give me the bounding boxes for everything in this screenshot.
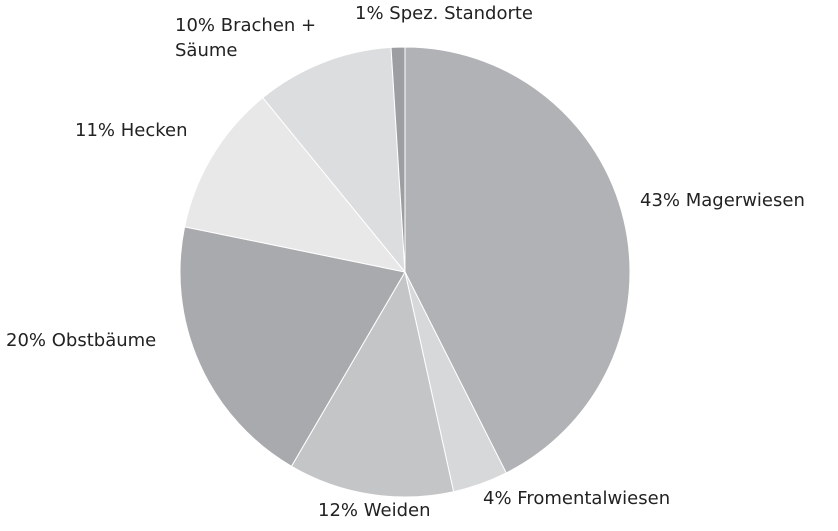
- pie-slice: [262, 46, 406, 274]
- pie-slice: [179, 226, 406, 467]
- pie-slice: [183, 96, 407, 273]
- slice-label: 20% Obstbäume: [6, 328, 156, 353]
- category-label: Fromentalwiesen: [517, 488, 671, 509]
- value-label: 1%: [355, 3, 384, 24]
- category-label: Obstbäume: [51, 330, 157, 351]
- category-label: Weiden: [363, 500, 431, 521]
- value-label: 12%: [318, 500, 359, 521]
- value-label: 11%: [75, 120, 116, 141]
- category-label: Hecken: [120, 120, 188, 141]
- value-label: 43%: [640, 190, 681, 211]
- slice-label: 10% Brachen + Säume: [175, 13, 325, 63]
- category-label: Magerwiesen: [685, 190, 805, 211]
- category-label: Brachen + Säume: [175, 15, 317, 61]
- pie-slice: [390, 46, 406, 273]
- slice-label: 1% Spez. Standorte: [355, 1, 533, 26]
- pie-slice: [404, 46, 631, 474]
- value-label: 10%: [175, 15, 216, 36]
- value-label: 4%: [483, 488, 512, 509]
- value-label: 20%: [6, 330, 47, 351]
- slice-label: 12% Weiden: [318, 498, 430, 523]
- slice-label: 11% Hecken: [75, 118, 188, 143]
- category-label: Spez. Standorte: [389, 3, 534, 24]
- pie-slice: [290, 270, 455, 498]
- slice-label: 4% Fromentalwiesen: [483, 486, 670, 511]
- slice-label: 43% Magerwiesen: [640, 188, 805, 213]
